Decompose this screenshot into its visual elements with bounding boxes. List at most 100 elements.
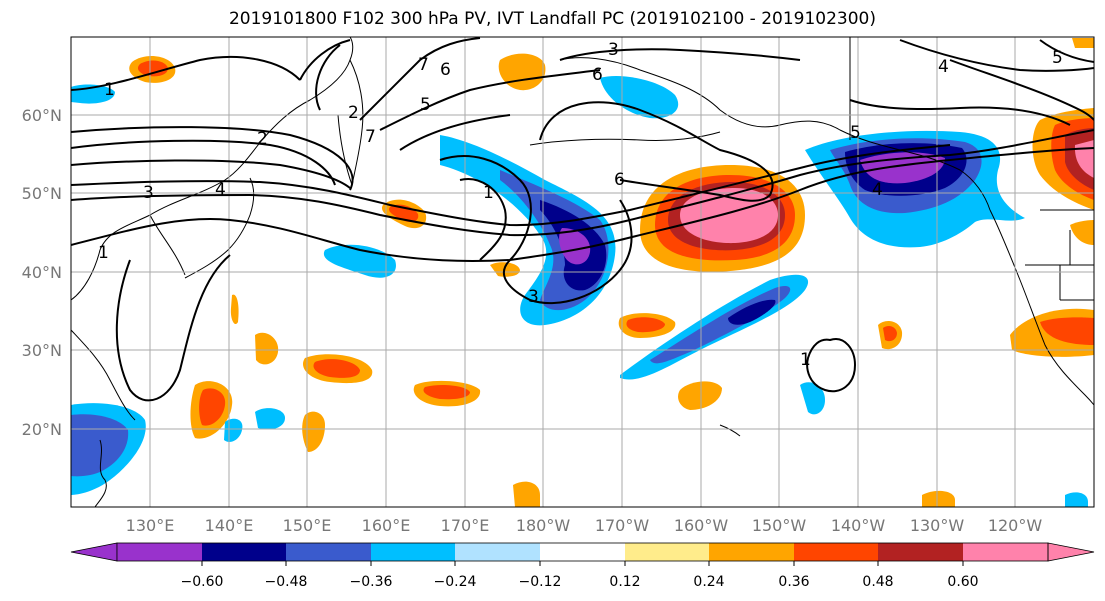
negative-anomaly-blob — [800, 382, 825, 415]
positive-anomaly-blob — [302, 411, 325, 452]
lat-label: 50°N — [22, 184, 62, 203]
ivt-contours — [71, 37, 1094, 402]
colorbar-segment — [709, 543, 794, 561]
contour-label: 5 — [850, 123, 861, 143]
positive-anomaly-blob — [230, 294, 239, 325]
colorbar-extend-low — [70, 542, 118, 562]
lat-label: 60°N — [22, 106, 62, 125]
contour-label: 1 — [98, 243, 109, 263]
contour-line — [71, 144, 951, 227]
contour-line — [439, 155, 633, 305]
contour-label: 4 — [215, 180, 226, 200]
colorbar-segment — [878, 543, 963, 561]
hawaii-islands — [719, 424, 741, 437]
coastline-alaska — [559, 57, 991, 211]
contour-label: 7 — [418, 55, 429, 75]
coastline-korea — [149, 214, 186, 276]
positive-anomaly-blob — [513, 481, 540, 507]
contour-label: 6 — [614, 170, 625, 190]
colorbar-segment — [455, 543, 540, 561]
colorbar: −0.60 −0.48 −0.36 −0.24 −0.12 0.12 0.24 … — [70, 542, 1095, 590]
lon-label: 160°E — [362, 516, 411, 535]
contour-label: 6 — [440, 60, 451, 80]
latitude-labels: 60°N 50°N 40°N 30°N 20°N — [22, 106, 62, 439]
contour-label: 4 — [872, 180, 883, 200]
colorbar-segment — [540, 543, 625, 561]
colorbar-tick-label: −0.60 — [181, 574, 224, 590]
colorbar-tick-label: −0.24 — [434, 574, 477, 590]
negative-anomaly-blob — [728, 299, 776, 325]
positive-anomaly-blob — [883, 325, 897, 342]
colorbar-tick-label: −0.48 — [265, 574, 308, 590]
colorbar-segment — [794, 543, 878, 561]
contour-line — [71, 129, 1094, 237]
contour-line — [459, 178, 507, 261]
states-lines — [1040, 209, 1094, 301]
colorbar-segment — [286, 543, 371, 561]
colorbar-extend-high — [1047, 542, 1095, 562]
contour-label: 1 — [483, 183, 494, 203]
lon-label: 170°E — [441, 516, 490, 535]
contour-label: 3 — [528, 287, 539, 307]
contour-label: 2 — [257, 129, 268, 149]
lon-label: 130°E — [126, 516, 175, 535]
contour-label: 2 — [348, 103, 359, 123]
coastline-kamchatka — [337, 59, 364, 187]
lat-label: 30°N — [22, 341, 62, 360]
negative-anomaly-blob — [255, 408, 285, 430]
contour-line — [849, 99, 1071, 126]
contour-label: 5 — [1052, 48, 1063, 68]
colorbar-tick-label: 0.24 — [693, 574, 724, 590]
colorbar-tick-label: −0.36 — [350, 574, 393, 590]
contour-line — [359, 37, 481, 121]
contour-line — [71, 147, 1094, 262]
contour-label: 4 — [938, 57, 949, 77]
coastline-north-america — [989, 209, 1094, 406]
contour-line — [539, 101, 774, 202]
contour-label: 3 — [143, 183, 154, 203]
positive-anomaly-blob — [1040, 317, 1094, 345]
positive-anomaly-blob — [1070, 220, 1094, 245]
contour-line — [299, 39, 351, 111]
lon-label: 160°W — [674, 516, 729, 535]
colorbar-segment — [625, 543, 709, 561]
lon-label: 150°E — [283, 516, 332, 535]
colorbar-segment — [963, 543, 1048, 561]
contour-label: 3 — [608, 40, 619, 60]
contour-labels: 1 2 3 4 5 6 7 1 2 5 6 1 3 4 5 3 1 7 6 4 — [98, 40, 1063, 370]
map-frame — [70, 36, 1095, 508]
colorbar-segment — [202, 543, 286, 561]
contour-line — [949, 59, 1094, 121]
contour-line — [71, 126, 354, 191]
colorbar-segment — [371, 543, 455, 561]
colorbar-tick-label: 0.36 — [778, 574, 809, 590]
positive-anomaly-blob — [1072, 38, 1094, 48]
graticule — [71, 37, 1094, 507]
coastline-china — [71, 329, 136, 421]
lon-label: 130°W — [910, 516, 965, 535]
map-title: 2019101800 F102 300 hPa PV, IVT Landfall… — [228, 9, 876, 29]
lon-label: 170°W — [595, 516, 650, 535]
contour-line — [71, 139, 336, 186]
positive-anomaly-blob — [626, 317, 665, 333]
coastline-asia — [71, 37, 354, 301]
positive-anomaly-blob — [423, 384, 470, 400]
coastline-philippines — [94, 439, 107, 507]
contour-line — [115, 254, 231, 402]
contour-line — [806, 338, 857, 393]
lon-label: 140°W — [831, 516, 886, 535]
longitude-labels: 130°E 140°E 150°E 160°E 170°E 180°W 170°… — [126, 516, 1043, 535]
positive-anomaly-blob — [922, 490, 955, 507]
contour-label: 5 — [420, 95, 431, 115]
colorbar-tick-label: −0.12 — [519, 574, 562, 590]
contour-label: 7 — [365, 127, 376, 147]
contour-line — [379, 69, 601, 131]
lon-label: 120°W — [988, 516, 1043, 535]
contour-line — [1039, 39, 1094, 63]
positive-anomaly-blob — [255, 332, 279, 365]
contour-label: 6 — [592, 65, 603, 85]
contour-label: 1 — [104, 80, 115, 100]
positive-anomaly-blob — [137, 60, 168, 77]
contour-line — [899, 39, 1094, 72]
